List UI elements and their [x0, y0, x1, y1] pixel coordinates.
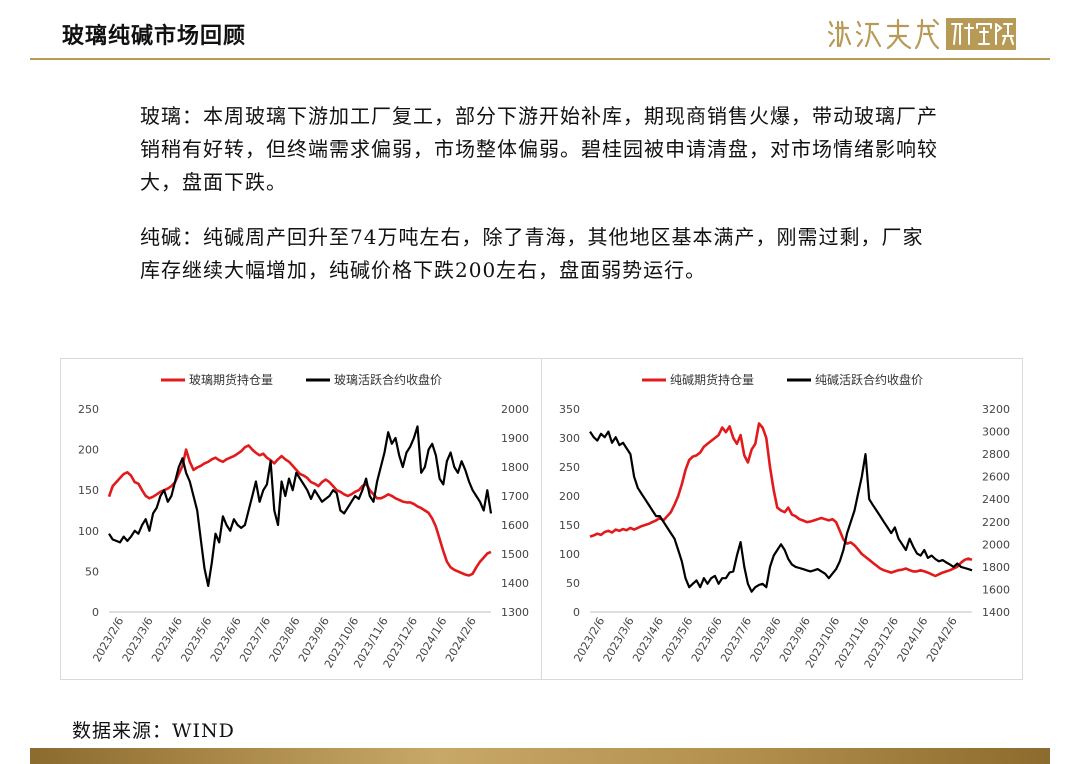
- series-line: [108, 425, 493, 587]
- y-left-tick-label: 100: [78, 525, 99, 538]
- y-left-tick-label: 300: [559, 432, 580, 445]
- header-divider: [30, 58, 1050, 60]
- page-title: 玻璃纯碱市场回顾: [62, 23, 247, 49]
- y-left-tick-label: 250: [559, 461, 580, 474]
- y-right-tick-label: 1300: [501, 606, 529, 619]
- footer-bar: [30, 748, 1050, 764]
- series-line: [589, 422, 973, 578]
- glass-commentary: 玻璃：本周玻璃下游加工厂复工，部分下游开始补库，期现商销售火爆，带动玻璃厂产销稍…: [140, 104, 938, 194]
- glass-chart-panel: 玻璃期货持仓量 玻璃活跃合约收盘价 0 50 100 150 200 250 1300 1400 1…: [60, 358, 542, 680]
- series-line: [107, 444, 492, 577]
- y-right-tick-label: 1600: [501, 519, 529, 532]
- y-left-tick-label: 50: [85, 565, 99, 578]
- y-left-tick-label: 150: [78, 484, 99, 497]
- y-left-tick-label: 200: [78, 444, 99, 457]
- y-right-tick-label: 1800: [501, 461, 529, 474]
- legend-label: 纯碱期货持仓量: [670, 372, 754, 387]
- y-right-tick-label: 1600: [982, 583, 1010, 596]
- y-right-tick-label: 2000: [501, 403, 529, 416]
- y-left-tick-label: 150: [559, 519, 580, 532]
- y-left-tick-label: 200: [559, 490, 580, 503]
- y-right-tick-label: 2800: [982, 448, 1010, 461]
- y-right-tick-label: 1800: [982, 561, 1010, 574]
- series-line: [589, 430, 973, 593]
- y-right-tick-label: 1500: [501, 548, 529, 561]
- y-right-tick-label: 2400: [982, 493, 1010, 506]
- y-right-tick-label: 1900: [501, 432, 529, 445]
- chart-legend: 玻璃期货持仓量 玻璃活跃合约收盘价: [161, 372, 442, 387]
- y-left-tick-label: 0: [573, 606, 580, 619]
- y-right-tick-label: 1400: [982, 606, 1010, 619]
- y-right-tick-label: 2000: [982, 538, 1010, 551]
- y-left-tick-label: 100: [559, 548, 580, 561]
- legend-label: 玻璃活跃合约收盘价: [334, 372, 442, 387]
- y-right-tick-label: 1400: [501, 577, 529, 590]
- y-left-tick-label: 250: [78, 403, 99, 416]
- soda-ash-commentary: 纯碱：纯碱周产回升至74万吨左右，除了青海，其他地区基本满产，刚需过剩，厂家库存…: [140, 225, 924, 282]
- commentary: 玻璃：本周玻璃下游加工厂复工，部分下游开始补库，期现商销售火爆，带动玻璃厂产销稍…: [140, 100, 940, 309]
- soda-chart-panel: 纯碱期货持仓量 纯碱活跃合约收盘价 0 50 100 150 200 250 300 350 140…: [541, 358, 1023, 680]
- legend-label: 玻璃期货持仓量: [189, 372, 273, 387]
- y-right-tick-label: 2600: [982, 471, 1010, 484]
- y-left-tick-label: 350: [559, 403, 580, 416]
- y-left-tick-label: 50: [566, 577, 580, 590]
- y-left-tick-label: 0: [92, 606, 99, 619]
- soda-chart: 纯碱期货持仓量 纯碱活跃合约收盘价 0 50 100 150 200 250 300 350 140…: [559, 372, 1010, 670]
- y-right-tick-label: 2200: [982, 516, 1010, 529]
- legend-label: 纯碱活跃合约收盘价: [815, 372, 923, 387]
- chart-legend: 纯碱期货持仓量 纯碱活跃合约收盘价: [642, 372, 923, 387]
- y-right-tick-label: 1700: [501, 490, 529, 503]
- y-right-tick-label: 3200: [982, 403, 1010, 416]
- glass-chart: 玻璃期货持仓量 玻璃活跃合约收盘价 0 50 100 150 200 250 1300 1400 1…: [78, 372, 529, 670]
- brand-logo-graphic: [827, 18, 1016, 50]
- brand-logo: [826, 14, 1022, 54]
- y-right-tick-label: 3000: [982, 426, 1010, 439]
- data-source: 数据来源：WIND: [72, 720, 235, 742]
